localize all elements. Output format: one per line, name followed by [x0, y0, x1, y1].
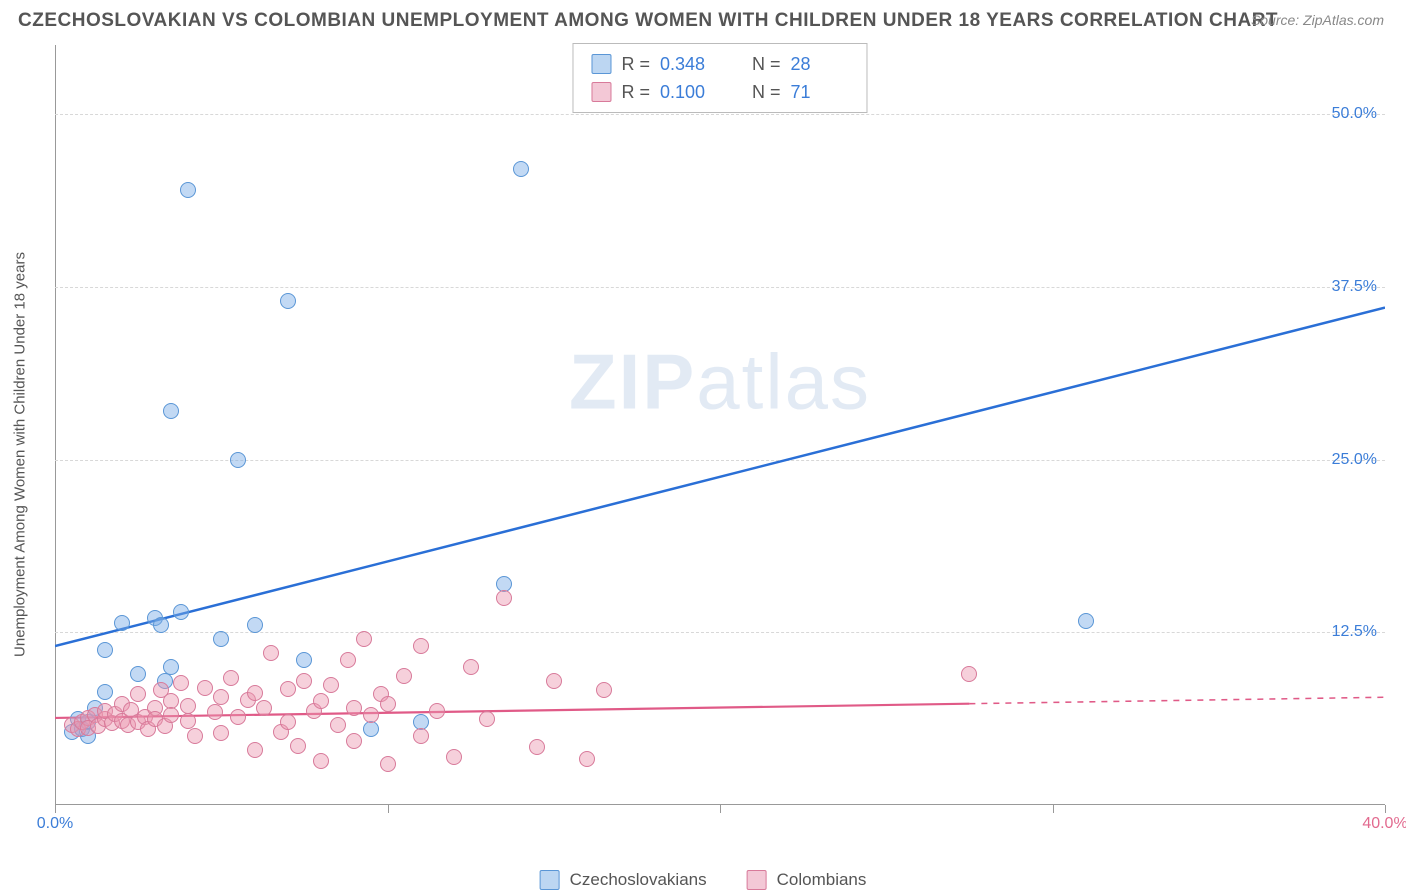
data-point [323, 677, 339, 693]
data-point [363, 721, 379, 737]
data-point [97, 642, 113, 658]
y-tick-label: 50.0% [1332, 105, 1377, 123]
data-point [213, 725, 229, 741]
x-tick-label: 0.0% [37, 815, 73, 833]
data-point [579, 751, 595, 767]
data-point [213, 689, 229, 705]
data-point [280, 681, 296, 697]
data-point [340, 652, 356, 668]
y-tick-label: 37.5% [1332, 278, 1377, 296]
data-point [247, 685, 263, 701]
data-point [163, 707, 179, 723]
legend-label: Czechoslovakians [570, 870, 707, 890]
data-point [513, 161, 529, 177]
y-tick-label: 12.5% [1332, 623, 1377, 641]
stats-row: R =0.100N =71 [591, 78, 848, 106]
data-point [1078, 613, 1094, 629]
data-point [313, 693, 329, 709]
data-point [163, 403, 179, 419]
data-point [180, 713, 196, 729]
data-point [446, 749, 462, 765]
stats-row: R =0.348N =28 [591, 50, 848, 78]
data-point [207, 704, 223, 720]
data-point [413, 638, 429, 654]
data-point [130, 686, 146, 702]
data-point [280, 714, 296, 730]
chart-area: ZIPatlas 12.5%25.0%37.5%50.0%0.0%40.0% R… [55, 40, 1385, 835]
data-point [197, 680, 213, 696]
data-point [330, 717, 346, 733]
legend-swatch [591, 82, 611, 102]
data-point [280, 293, 296, 309]
data-point [163, 659, 179, 675]
x-tick-label: 40.0% [1362, 815, 1406, 833]
chart-title: CZECHOSLOVAKIAN VS COLOMBIAN UNEMPLOYMEN… [18, 10, 1278, 32]
data-point [296, 673, 312, 689]
stats-legend-box: R =0.348N =28R =0.100N =71 [572, 43, 867, 113]
data-point [247, 617, 263, 633]
data-point [263, 645, 279, 661]
legend-swatch [540, 870, 560, 890]
data-point [313, 753, 329, 769]
legend-item: Colombians [747, 870, 867, 890]
data-point [356, 631, 372, 647]
legend-swatch [747, 870, 767, 890]
data-point [380, 696, 396, 712]
data-point [114, 615, 130, 631]
data-point [173, 675, 189, 691]
data-point [413, 728, 429, 744]
data-point [346, 700, 362, 716]
source-text: Source: ZipAtlas.com [1251, 12, 1384, 28]
data-point [230, 709, 246, 725]
data-point [256, 700, 272, 716]
data-point [230, 452, 246, 468]
watermark: ZIPatlas [569, 336, 871, 427]
data-point [961, 666, 977, 682]
data-point [496, 590, 512, 606]
data-point [296, 652, 312, 668]
legend-swatch [591, 54, 611, 74]
data-point [180, 698, 196, 714]
data-point [363, 707, 379, 723]
data-point [290, 738, 306, 754]
data-point [173, 604, 189, 620]
data-point [429, 703, 445, 719]
data-point [247, 742, 263, 758]
data-point [97, 684, 113, 700]
data-point [596, 682, 612, 698]
data-point [153, 617, 169, 633]
plot-area: ZIPatlas 12.5%25.0%37.5%50.0%0.0%40.0% [55, 40, 1385, 835]
y-tick-label: 25.0% [1332, 451, 1377, 469]
data-point [463, 659, 479, 675]
legend-label: Colombians [777, 870, 867, 890]
bottom-legend: Czechoslovakians Colombians [540, 870, 867, 890]
data-point [546, 673, 562, 689]
data-point [223, 670, 239, 686]
data-point [396, 668, 412, 684]
data-point [380, 756, 396, 772]
data-point [213, 631, 229, 647]
data-point [479, 711, 495, 727]
data-point [529, 739, 545, 755]
data-point [187, 728, 203, 744]
data-point [130, 666, 146, 682]
y-axis-label: Unemployment Among Women with Children U… [12, 252, 29, 657]
data-point [180, 182, 196, 198]
data-point [346, 733, 362, 749]
legend-item: Czechoslovakians [540, 870, 707, 890]
